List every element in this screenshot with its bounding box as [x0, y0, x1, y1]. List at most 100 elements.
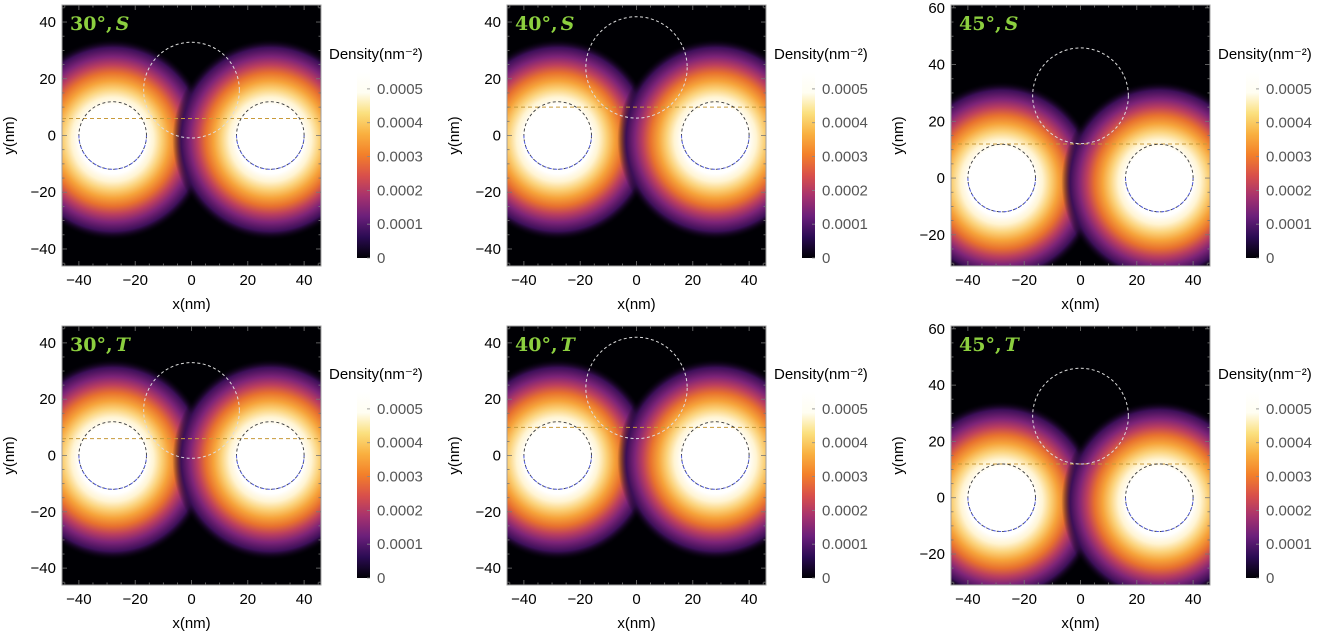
y-tick-label: 20 [484, 71, 501, 88]
colorbar-tick-label: 0.0003 [377, 469, 423, 486]
y-tick-label: 60 [928, 0, 945, 17]
y-tick-label: −40 [476, 241, 501, 258]
y-tick-label: 0 [493, 128, 501, 145]
heatmap-panel-6: −40 −20 0 20 40 −20 0 20 40 60 x(nm) y(nm) 45°, T 0 0.0… [890, 321, 1312, 632]
y-tick-label: 40 [484, 335, 501, 352]
x-axis-label: x(nm) [172, 615, 210, 632]
x-tick-label: 20 [1128, 272, 1145, 289]
colorbar-tick-label: 0.0001 [1266, 536, 1312, 553]
colorbar-title: Density(nm⁻²) [1218, 46, 1312, 63]
colorbar-tick-label: 0 [1266, 250, 1274, 267]
density-blob-1 [62, 358, 211, 561]
colorbar-tick-label: 0.0005 [1266, 81, 1312, 98]
x-axis-label: x(nm) [617, 296, 655, 313]
y-tick-label: −40 [31, 560, 56, 577]
y-axis-label: y(nm) [446, 436, 463, 474]
y-axis-label: y(nm) [890, 436, 907, 474]
colorbar-gradient [357, 392, 370, 578]
x-tick-label: 0 [1076, 591, 1084, 608]
density-blob-1 [62, 38, 211, 241]
colorbar-tick-label: 0.0001 [377, 216, 423, 233]
colorbar-tick-label: 0.0003 [1266, 149, 1312, 166]
colorbar-gradient [802, 392, 815, 578]
x-tick-label: 20 [684, 272, 701, 289]
colorbar-tick-label: 0 [1266, 570, 1274, 587]
top-dot-circle [1032, 367, 1129, 465]
y-axis-label: y(nm) [890, 116, 907, 154]
colorbar-tick-label: 0.0004 [822, 435, 868, 452]
top-dot-circle [1032, 47, 1129, 145]
colorbar-gradient [802, 72, 815, 258]
x-tick-label: 0 [1076, 272, 1084, 289]
density-blob-2 [1061, 400, 1210, 585]
y-tick-label: 20 [39, 71, 56, 88]
colorbar-tick-label: 0.0001 [822, 536, 868, 553]
x-tick-label: −40 [955, 591, 980, 608]
x-tick-label: 0 [632, 591, 640, 608]
colorbar-tick-label: 0.0001 [822, 216, 868, 233]
x-tick-label: −40 [66, 591, 91, 608]
colorbar-tick-label: 0.0001 [377, 536, 423, 553]
x-tick-label: 40 [1185, 272, 1202, 289]
x-tick-label: 20 [239, 591, 256, 608]
y-axis-label: y(nm) [1, 116, 18, 154]
y-tick-label: −20 [476, 504, 501, 521]
colorbar-tick-label: 0.0001 [1266, 216, 1312, 233]
density-blob-2 [617, 38, 766, 241]
colorbar-tick-label: 0.0002 [377, 502, 423, 519]
density-blob-2 [617, 358, 766, 561]
colorbar-title: Density(nm⁻²) [329, 46, 423, 63]
colorbar-tick-label: 0.0005 [377, 81, 423, 98]
x-tick-label: 0 [187, 272, 195, 289]
colorbar-tick-label: 0.0004 [377, 115, 423, 132]
x-tick-label: −40 [66, 272, 91, 289]
x-axis-label: x(nm) [1061, 615, 1099, 632]
colorbar-tick-label: 0.0003 [377, 149, 423, 166]
x-tick-label: 20 [1128, 591, 1145, 608]
y-tick-label: 20 [484, 391, 501, 408]
x-tick-label: 20 [684, 591, 701, 608]
y-tick-label: 0 [48, 448, 56, 465]
colorbar-title: Density(nm⁻²) [329, 366, 423, 383]
y-tick-label: 40 [39, 14, 56, 31]
top-dot-circle [585, 336, 688, 440]
x-tick-label: −20 [567, 272, 592, 289]
colorbar-tick-label: 0.0002 [822, 502, 868, 519]
colorbar-tick-label: 0.0004 [1266, 115, 1312, 132]
y-tick-label: 40 [484, 14, 501, 31]
density-blob-1 [951, 400, 1100, 585]
colorbar-tick-label: 0.0005 [377, 401, 423, 418]
colorbar-tick-label: 0 [377, 250, 385, 267]
top-dot-circle [585, 16, 688, 119]
colorbar-tick-label: 0.0004 [377, 435, 423, 452]
y-tick-label: −40 [476, 560, 501, 577]
colorbar-title: Density(nm⁻²) [774, 46, 868, 63]
x-tick-label: −20 [1011, 272, 1036, 289]
colorbar-title: Density(nm⁻²) [774, 366, 868, 383]
colorbar-title: Density(nm⁻²) [1218, 366, 1312, 383]
y-tick-label: −20 [31, 504, 56, 521]
x-tick-label: −20 [122, 591, 147, 608]
colorbar-tick-label: 0.0004 [822, 115, 868, 132]
y-tick-label: −40 [31, 241, 56, 258]
panel-label: 40°, S [515, 13, 574, 35]
x-tick-label: −40 [511, 272, 536, 289]
y-tick-label: −20 [31, 184, 56, 201]
colorbar-tick-label: 0.0003 [822, 469, 868, 486]
x-tick-label: 40 [1185, 591, 1202, 608]
y-tick-label: 40 [928, 377, 945, 394]
colorbar-tick-label: 0.0002 [377, 182, 423, 199]
x-tick-label: −20 [1011, 591, 1036, 608]
x-tick-label: 40 [296, 272, 313, 289]
panel-label: 30°, S [70, 13, 129, 35]
y-tick-label: 40 [39, 335, 56, 352]
colorbar-tick-label: 0.0003 [822, 149, 868, 166]
y-axis-label: y(nm) [446, 116, 463, 154]
heatmap-panel-1: −40 −20 0 20 40 −40 −20 0 20 40 x(nm) y(nm) 30°, S 0 0.… [1, 4, 423, 313]
panel-label: 40°, T [515, 334, 577, 356]
colorbar-tick-label: 0 [822, 570, 830, 587]
y-axis-label: y(nm) [1, 436, 18, 474]
top-dot-circle [143, 41, 240, 139]
x-tick-label: 40 [741, 591, 758, 608]
